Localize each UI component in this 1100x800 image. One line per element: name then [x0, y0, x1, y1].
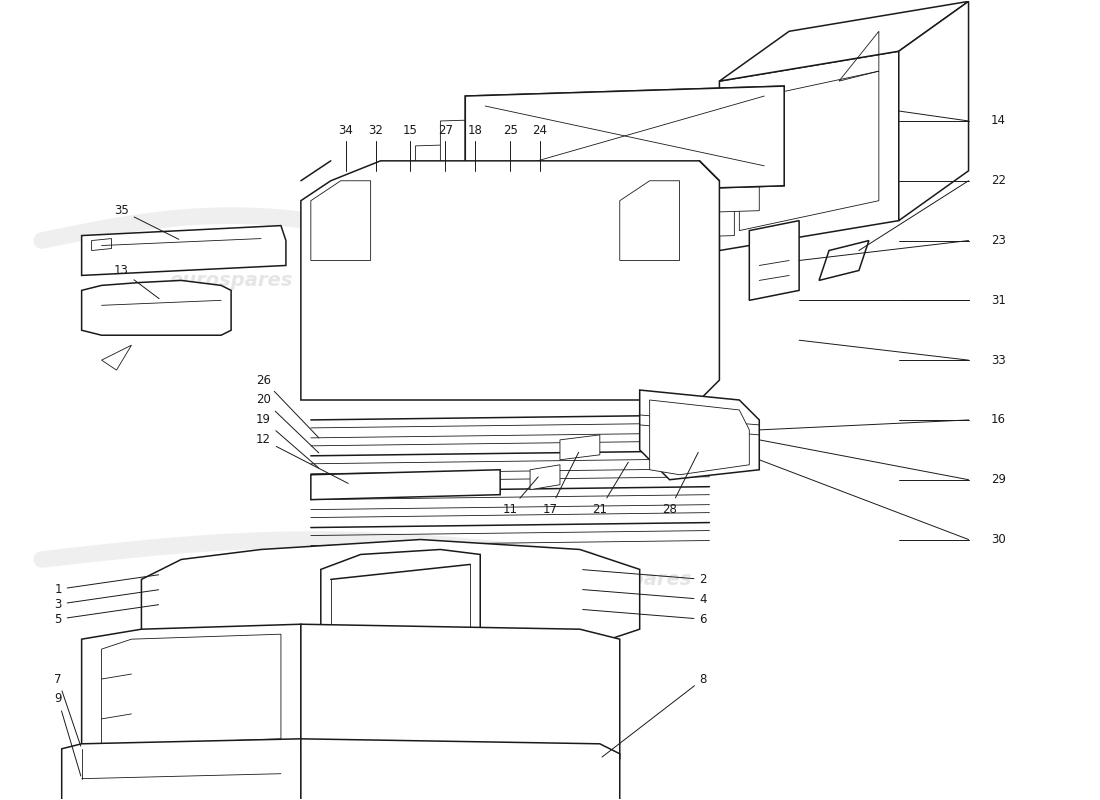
Text: 29: 29 — [991, 474, 1005, 486]
Polygon shape — [311, 181, 371, 261]
Text: 21: 21 — [592, 462, 628, 516]
Text: 25: 25 — [503, 125, 518, 138]
Polygon shape — [440, 111, 759, 221]
Polygon shape — [390, 161, 710, 270]
Text: 9: 9 — [54, 693, 80, 776]
Polygon shape — [619, 181, 680, 261]
Text: 31: 31 — [991, 294, 1005, 307]
Polygon shape — [416, 136, 735, 246]
Polygon shape — [81, 281, 231, 335]
Text: 8: 8 — [602, 673, 707, 757]
Text: 4: 4 — [583, 590, 707, 606]
Polygon shape — [749, 221, 799, 300]
Polygon shape — [91, 238, 111, 250]
Polygon shape — [365, 186, 684, 295]
Text: 35: 35 — [114, 204, 179, 239]
Text: 23: 23 — [991, 234, 1005, 247]
Polygon shape — [640, 390, 759, 480]
Polygon shape — [560, 435, 600, 460]
Polygon shape — [719, 2, 968, 81]
Text: 13: 13 — [114, 264, 160, 298]
Text: 30: 30 — [991, 533, 1005, 546]
Text: eurospares: eurospares — [169, 570, 293, 589]
Polygon shape — [530, 465, 560, 490]
Polygon shape — [301, 739, 619, 800]
Polygon shape — [719, 51, 899, 250]
Bar — [321, 201, 351, 250]
Polygon shape — [311, 470, 500, 500]
Polygon shape — [62, 739, 301, 800]
Text: 18: 18 — [468, 125, 483, 138]
Text: 12: 12 — [256, 434, 349, 483]
Text: 27: 27 — [438, 125, 453, 138]
Text: 5: 5 — [54, 605, 158, 626]
Polygon shape — [81, 624, 301, 758]
Polygon shape — [899, 2, 968, 221]
Text: 22: 22 — [991, 174, 1005, 187]
Polygon shape — [101, 634, 280, 744]
Text: eurospares: eurospares — [169, 271, 293, 290]
Text: 11: 11 — [503, 477, 538, 516]
Polygon shape — [301, 161, 719, 400]
Text: 1: 1 — [54, 574, 158, 596]
Text: 34: 34 — [339, 125, 353, 138]
Text: 28: 28 — [662, 452, 698, 516]
Polygon shape — [465, 86, 784, 196]
Polygon shape — [142, 539, 640, 659]
Polygon shape — [341, 210, 660, 320]
Polygon shape — [81, 226, 286, 275]
Polygon shape — [739, 71, 879, 230]
Text: 16: 16 — [991, 414, 1005, 426]
Polygon shape — [301, 624, 619, 764]
Text: 3: 3 — [54, 590, 158, 610]
Text: 6: 6 — [583, 610, 707, 626]
Text: 17: 17 — [542, 452, 579, 516]
Polygon shape — [321, 550, 481, 654]
Text: 19: 19 — [256, 414, 319, 468]
Polygon shape — [465, 86, 784, 196]
Text: eurospares: eurospares — [568, 271, 692, 290]
Polygon shape — [820, 241, 869, 281]
Polygon shape — [341, 210, 660, 320]
Text: 33: 33 — [991, 354, 1005, 366]
Polygon shape — [650, 400, 749, 474]
Text: 14: 14 — [991, 114, 1005, 127]
Text: eurospares: eurospares — [568, 570, 692, 589]
Text: 20: 20 — [256, 394, 319, 453]
Text: 32: 32 — [368, 125, 383, 138]
Text: 24: 24 — [532, 125, 548, 138]
Text: 26: 26 — [256, 374, 319, 438]
Text: 2: 2 — [583, 570, 707, 586]
Text: 15: 15 — [403, 125, 418, 138]
Text: 7: 7 — [54, 673, 80, 746]
Polygon shape — [101, 345, 132, 370]
